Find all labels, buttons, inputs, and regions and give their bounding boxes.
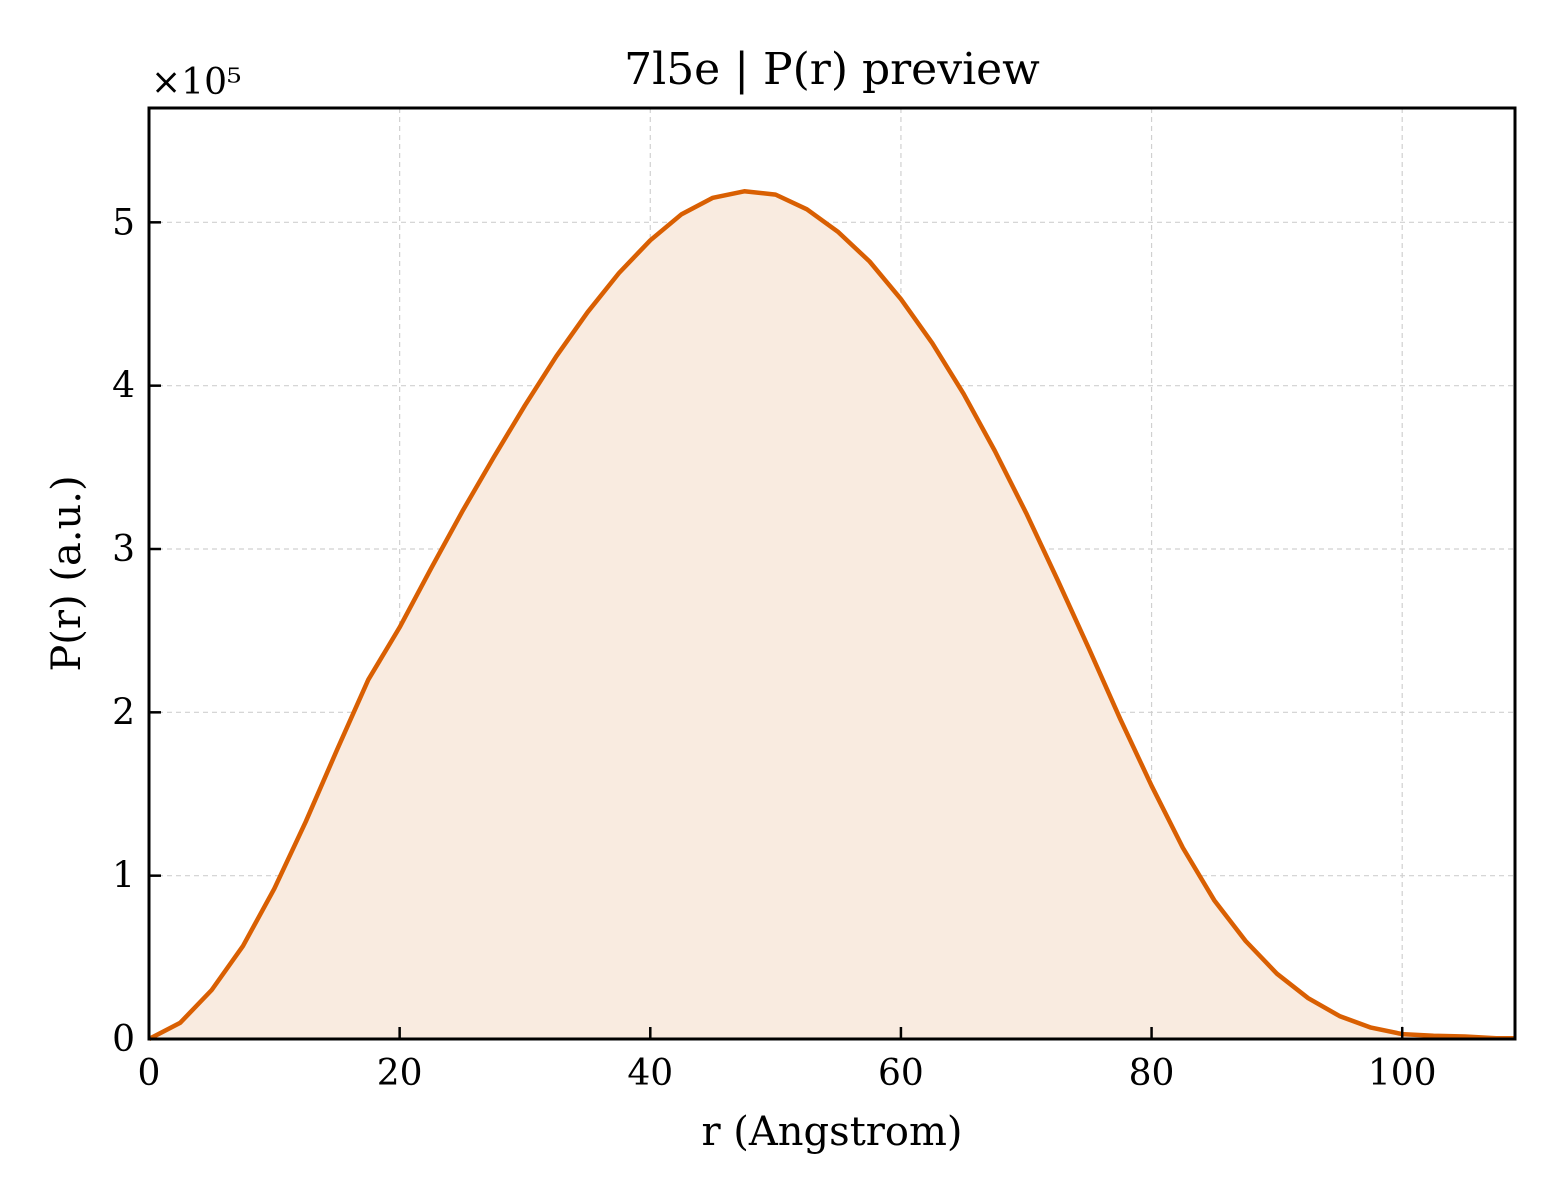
y-tick-label: 4 (112, 366, 135, 407)
x-axis-ticks: 0 20 40 60 80 100 (138, 1027, 1437, 1094)
x-tick-label: 100 (1368, 1053, 1437, 1094)
x-tick-label: 80 (1129, 1053, 1175, 1094)
y-tick-label: 1 (112, 856, 135, 897)
x-tick-label: 0 (138, 1053, 161, 1094)
x-tick-label: 60 (878, 1053, 924, 1094)
x-tick-label: 20 (377, 1053, 423, 1094)
y-tick-label: 3 (112, 529, 135, 570)
chart-title: 7l5e | P(r) preview (624, 44, 1040, 95)
y-axis-offset-label: ×10⁵ (151, 62, 241, 103)
pr-series-line (147, 189, 1515, 1041)
y-tick-label: 0 (112, 1019, 135, 1060)
x-axis-label: r (Angstrom) (701, 1109, 962, 1155)
pr-area-fill (149, 191, 1515, 1040)
y-tick-label: 5 (112, 202, 135, 243)
y-tick-label: 2 (112, 692, 135, 733)
plot-frame (147, 106, 1517, 1041)
x-tick-label: 40 (627, 1053, 673, 1094)
y-axis-ticks: 0 1 2 3 4 5 (112, 202, 161, 1060)
y-axis-label: P(r) (a.u.) (44, 475, 90, 671)
